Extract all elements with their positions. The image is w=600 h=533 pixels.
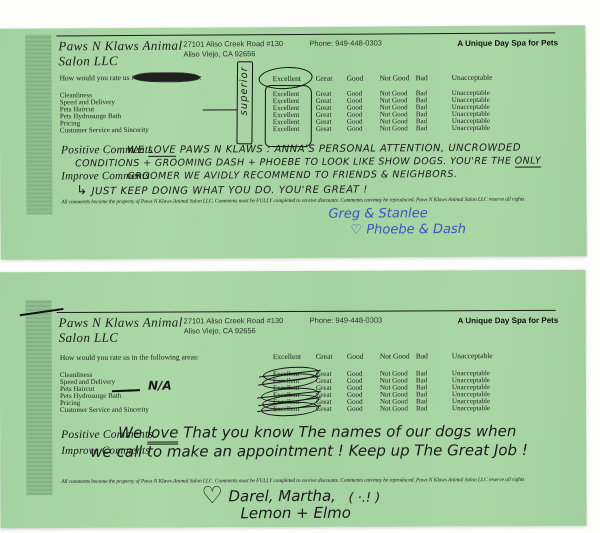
rating-cell: Unacceptable [451,123,491,133]
comment-text-underlined: love [146,423,179,445]
superior-annotation-box: superior [236,61,254,145]
column-header: Not Good [379,73,410,83]
column-header: Unacceptable [451,351,493,361]
handwritten-comment-line4: ↳ JUST KEEP DOING WHAT YOU DO. YOU'RE GR… [76,182,369,199]
comment-card-2: Paws N Klaws Animal Salon LLC 27101 Alis… [0,269,587,529]
smiley-doodle: ( ·.! ) [348,490,381,506]
address-line1: 27101 Aliso Creek Road #130 [183,39,284,49]
superior-annotation: superior [238,66,251,116]
business-name-line1: Paws N Klaws Animal [58,314,183,331]
rating-cell: Excellent [273,404,300,414]
comment-text: JUST KEEP DOING WHAT YOU DO. YOU'RE GREA… [91,184,369,198]
business-name-line2: Salon LLC [58,53,119,69]
heart-doodle: ♡ [201,481,223,510]
column-header: Not Good [379,351,410,361]
column-header: Excellent [272,73,301,84]
comment-text: We [118,423,148,442]
column-header: Bad [415,73,428,83]
na-annotation: N/A [147,378,172,393]
rating-prompt-suffix: : [199,72,202,82]
rating-cell: Excellent [272,124,300,134]
handwritten-comment-line2: we call to make an appointment ! Keep up… [90,440,528,461]
address: 27101 Aliso Creek Road #130 Aliso Viejo,… [183,39,283,60]
rating-row: Customer Service and Sincerity Excellent… [0,404,586,414]
header-rule [56,309,556,314]
comment-text-underlined: ONLY [514,155,542,168]
rating-row-label: Customer Service and Sincerity [59,125,149,135]
business-name-line1: Paws N Klaws Animal [58,37,183,54]
column-header: Bad [415,351,428,361]
comment-card-1: Paws N Klaws Animal Salon LLC 27101 Alis… [0,25,587,260]
na-dash-annotation [111,389,140,393]
rating-row: Cleanliness Excellent Great Good Not Goo… [0,369,586,379]
column-header: Good [346,351,364,361]
tagline: A Unique Day Spa for Pets [457,315,559,326]
rating-cell: Good [346,124,363,133]
rating-prompt-prefix: How would you rate us i [59,72,134,83]
handwritten-comment-line1: WE LOVE PAWS N KLAWS : ANNA'S PERSONAL A… [127,142,522,157]
phone: Phone: 949-448-0303 [309,38,382,48]
column-header: Unacceptable [451,72,493,83]
tagline: A Unique Day Spa for Pets [457,38,559,48]
comment-text: CONDITIONS + GROOMING DASH + PHOEBE TO L… [75,155,515,170]
address-line2: Aliso Viejo, CA 92656 [183,49,256,59]
rating-prompt: How would you rate us in the following a… [59,352,199,363]
rating-cell: Great [316,404,332,413]
signature-line2: Lemon + Elmo [240,503,351,523]
business-name: Paws N Klaws Animal Salon LLC [58,38,182,69]
rating-prompt: How would you rate us in the following a… [60,73,202,83]
handwritten-comment-line2: CONDITIONS + GROOMING DASH + PHOEBE TO L… [75,155,542,170]
column-header: Great [315,351,333,361]
address-line2: Aliso Viejo, CA 92656 [183,326,256,336]
rating-cell: Not Good [380,404,408,413]
header-rule [56,32,556,37]
comment-text-underlined: LOVE [147,144,177,157]
tape-strip [25,300,53,496]
comment-text: PAWS N KLAWS : ANNA'S PERSONAL ATTENTION… [176,142,522,156]
signature-line1: Darel, Martha, [228,486,336,506]
business-name-line2: Salon LLC [58,329,119,346]
rating-cell: Bad [416,404,428,413]
column-header: Good [346,73,364,83]
handwritten-comment-line3: GROOMER WE AVIDLY RECOMMEND TO FRIENDS &… [127,168,458,183]
rating-cell: Bad [415,124,428,133]
rating-cell: Great [315,124,332,133]
rating-row-label: Customer Service and Sincerity [60,405,149,415]
rating-cell: Good [347,404,363,413]
address: 27101 Aliso Creek Road #130 Aliso Viejo,… [184,316,284,336]
fine-print: All comments become the property of Paws… [61,476,525,486]
rating-cell: Not Good [379,124,408,133]
scribble-annotation: n the following area [133,72,200,82]
pen-mark [202,109,237,111]
column-header: Excellent [272,351,302,362]
comment-text: That you know The names of our dogs when [178,422,517,442]
business-name: Paws N Klaws Animal Salon LLC [59,314,183,345]
signature-line1: Greg & Stanlee [328,206,428,222]
signature-line2: ♡ Phoebe & Dash [350,221,467,238]
arrow-doodle: ↳ [76,183,88,199]
comment-text: WE [127,144,148,157]
handwritten-comment-line1: We love That you know The names of our d… [118,422,517,445]
address-line1: 27101 Aliso Creek Road #130 [183,316,284,326]
tape-strip [25,34,53,215]
column-header: Great [315,73,333,83]
phone: Phone: 949-448-0303 [309,315,383,325]
rating-cell: Unacceptable [452,404,491,413]
